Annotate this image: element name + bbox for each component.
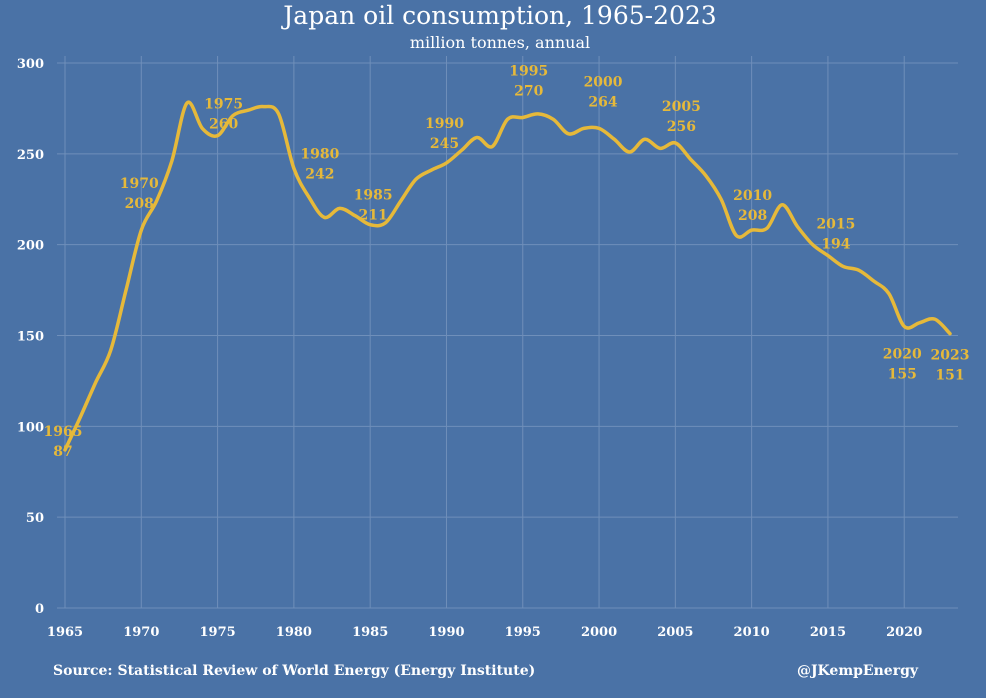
data-label-value: 155 xyxy=(888,366,917,382)
data-label-year: 2000 xyxy=(584,74,623,90)
data-label-year: 1985 xyxy=(354,188,393,204)
x-tick-label: 1985 xyxy=(352,625,388,640)
data-label-value: 242 xyxy=(305,166,334,182)
x-tick-label: 2010 xyxy=(734,625,770,640)
x-axis-ticks: 1965 1970 1975 1980 1985 1990 1995 2000 2005 2010… xyxy=(47,625,922,640)
data-label-value: 194 xyxy=(821,237,850,253)
data-label-value: 256 xyxy=(667,119,696,135)
chart-subtitle: million tonnes, annual xyxy=(410,33,590,52)
x-tick-label: 2015 xyxy=(810,625,846,640)
data-label-year: 2023 xyxy=(931,348,970,364)
x-tick-label: 1975 xyxy=(199,625,235,640)
chart-title: Japan oil consumption, 1965-2023 xyxy=(280,1,716,30)
data-label-year: 2005 xyxy=(662,99,701,115)
data-label-year: 1975 xyxy=(204,97,243,113)
data-label-year: 1990 xyxy=(425,116,464,132)
x-tick-label: 1965 xyxy=(47,625,83,640)
x-tick-label: 1990 xyxy=(428,625,464,640)
data-label-year: 1965 xyxy=(44,424,83,440)
data-label-year: 2015 xyxy=(816,217,855,233)
data-label-year: 2010 xyxy=(733,188,772,204)
data-label-value: 208 xyxy=(125,196,154,212)
y-tick-label: 50 xyxy=(26,511,44,526)
series-layer xyxy=(63,100,952,452)
gridlines xyxy=(57,56,958,609)
x-tick-label: 2000 xyxy=(581,625,617,640)
data-label-value: 264 xyxy=(588,94,617,110)
data-label-year: 1980 xyxy=(300,146,339,162)
data-label-year: 1995 xyxy=(509,64,548,80)
data-label-value: 151 xyxy=(935,368,964,384)
x-tick-label: 1980 xyxy=(276,625,312,640)
data-label-value: 260 xyxy=(209,117,238,133)
x-tick-label: 1995 xyxy=(505,625,541,640)
y-axis-ticks: 0 50 100 150 200 250 300 xyxy=(17,57,44,617)
x-tick-label: 1970 xyxy=(123,625,159,640)
x-tick-label: 2005 xyxy=(657,625,693,640)
x-tick-label: 2020 xyxy=(886,625,922,640)
y-tick-label: 200 xyxy=(17,239,44,254)
data-label-year: 2020 xyxy=(883,346,922,362)
author-handle: @JKempEnergy xyxy=(797,663,919,679)
data-label-value: 245 xyxy=(430,136,459,152)
data-label-value: 208 xyxy=(738,208,767,224)
consumption-line xyxy=(63,100,952,452)
source-note: Source: Statistical Review of World Ener… xyxy=(53,663,535,679)
y-tick-label: 150 xyxy=(17,330,44,345)
y-tick-label: 0 xyxy=(35,602,44,617)
y-tick-label: 250 xyxy=(17,148,44,163)
data-label-value: 270 xyxy=(514,84,543,100)
data-label-value: 211 xyxy=(359,208,388,224)
data-label-value: 87 xyxy=(53,444,72,460)
y-tick-label: 300 xyxy=(17,57,44,72)
y-tick-label: 100 xyxy=(17,420,44,435)
data-labels: 1965 87 1970 208 1975 260 1980 242 1985 211 1990 24… xyxy=(44,64,970,460)
data-label-year: 1970 xyxy=(120,176,159,192)
